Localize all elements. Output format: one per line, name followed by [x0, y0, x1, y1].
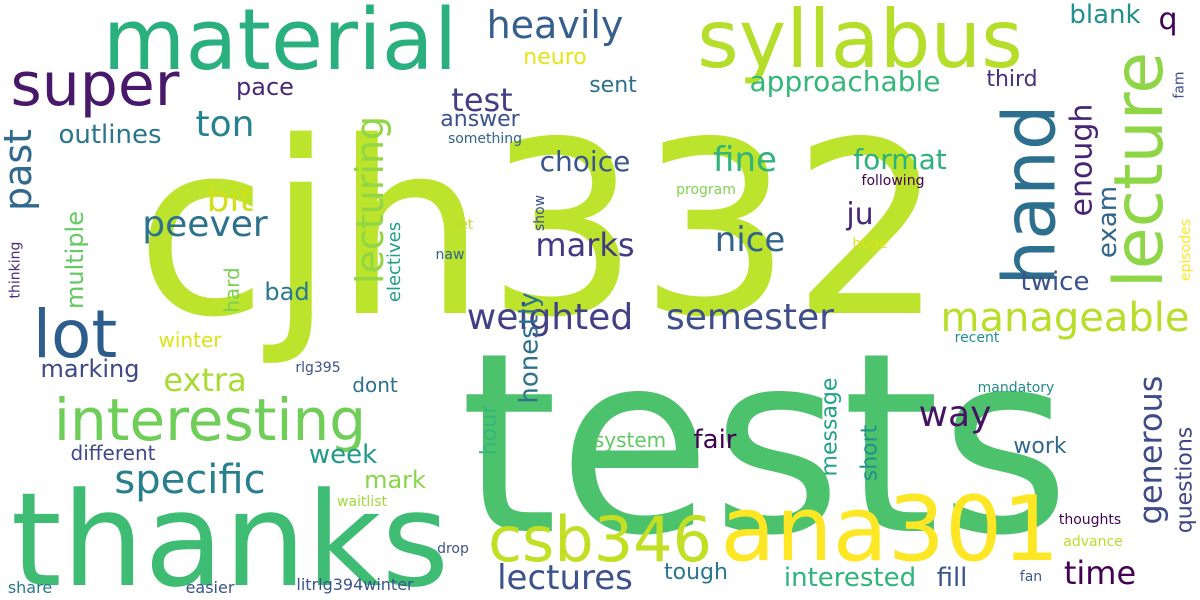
word: week [308, 440, 378, 470]
word: hand [988, 104, 1072, 286]
word: multiple [60, 210, 89, 310]
word: drop [437, 541, 469, 557]
word: advance [1063, 534, 1123, 550]
word: naw [435, 247, 465, 263]
word: electives [384, 221, 405, 303]
word: different [70, 441, 156, 465]
word: rlg395 [295, 360, 341, 376]
word: super [10, 50, 180, 120]
word: mark [364, 466, 426, 494]
word: work [1013, 434, 1067, 459]
word: outlines [58, 120, 162, 150]
word: approachable [749, 65, 941, 98]
word: hour [477, 404, 502, 456]
word: peever [142, 204, 268, 245]
word: interested [783, 563, 917, 593]
word: tough [664, 560, 728, 585]
word: program [676, 182, 736, 198]
word: fam [1172, 71, 1188, 99]
word: waitlist [337, 494, 387, 510]
word: heavily [486, 3, 624, 47]
word: following [861, 173, 925, 189]
word: fan [1019, 569, 1043, 585]
word: questions [1171, 426, 1197, 534]
word: specific [114, 457, 266, 503]
word: interesting [53, 386, 367, 454]
word: winter [158, 328, 222, 352]
word: lectures [497, 558, 633, 598]
word: material [102, 0, 458, 90]
word: test [451, 81, 513, 119]
word: marking [40, 355, 140, 383]
word: fill [936, 563, 968, 593]
word: q [1158, 2, 1178, 37]
word: exam [1093, 185, 1123, 259]
word: twice [1020, 267, 1090, 297]
word: mandatory [977, 380, 1055, 396]
word: sent [589, 73, 637, 98]
word: episodes [1177, 218, 1194, 282]
word: fine [713, 140, 777, 180]
word: csb346 [487, 503, 713, 576]
word: manageable [940, 295, 1190, 341]
word: huge [852, 236, 888, 252]
word: message [817, 377, 842, 477]
word: neuro [523, 45, 587, 70]
word: answer [440, 107, 520, 132]
word: pace [236, 73, 294, 101]
word: lot [32, 296, 118, 373]
word: thoughts [1058, 512, 1122, 528]
word: thinking [7, 241, 24, 299]
word: blank [1069, 0, 1141, 30]
word: way [918, 394, 992, 435]
word: nice [714, 220, 786, 260]
word: share [7, 578, 53, 597]
word: something [447, 131, 523, 147]
word: ton [195, 104, 255, 145]
word: syllabus [697, 0, 1023, 86]
word: recent [954, 330, 1000, 346]
word: honestly [515, 292, 545, 404]
word: tests [459, 299, 1071, 590]
word: short [856, 424, 882, 482]
word: system [593, 428, 667, 452]
word: marks [535, 226, 635, 264]
word: past [0, 128, 41, 212]
word: litrlg394winter [296, 575, 414, 594]
word: easier [185, 578, 235, 597]
word: weighted [466, 297, 634, 338]
word: cjh332 [135, 90, 945, 370]
word: time [1063, 554, 1137, 592]
word: bad [264, 278, 310, 306]
word: choice [539, 145, 631, 178]
word: format [853, 143, 947, 176]
word: fair [693, 425, 737, 455]
word: extra [163, 361, 247, 399]
word: show [532, 194, 548, 232]
word: generous [1130, 375, 1169, 525]
word: bit [206, 179, 254, 220]
word: ju [846, 197, 874, 232]
word: semester [666, 297, 834, 338]
word: third [986, 67, 1038, 92]
word: ana301 [720, 477, 1060, 582]
word: dont [352, 373, 398, 397]
word: yet [450, 217, 474, 233]
word: thanks [10, 464, 450, 600]
word: hard [220, 267, 244, 313]
